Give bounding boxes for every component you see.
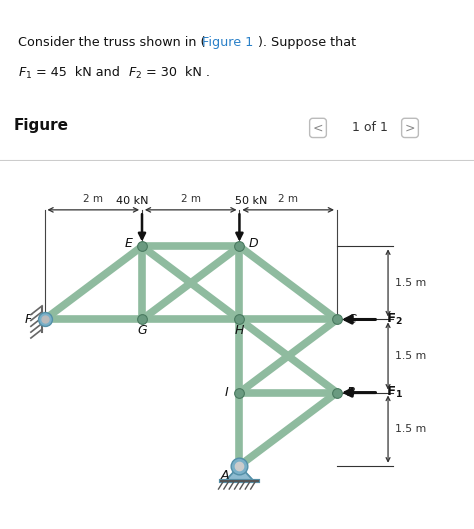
Text: = 45  kN and: = 45 kN and <box>36 66 120 79</box>
Text: 1.5 m: 1.5 m <box>395 424 427 434</box>
Polygon shape <box>226 466 253 480</box>
Text: 1.5 m: 1.5 m <box>395 351 427 361</box>
Text: Figure 1: Figure 1 <box>202 36 253 49</box>
Text: 2 m: 2 m <box>181 194 201 204</box>
Text: $F_2$: $F_2$ <box>128 66 142 81</box>
Text: Consider the truss shown in (: Consider the truss shown in ( <box>18 36 206 49</box>
Text: 1.5 m: 1.5 m <box>395 278 427 288</box>
Text: $\mathbf{F_2}$: $\mathbf{F_2}$ <box>386 312 402 327</box>
Text: 40 kN: 40 kN <box>116 196 148 206</box>
Text: G: G <box>137 324 147 337</box>
Text: F: F <box>25 313 32 326</box>
Text: = 30  kN .: = 30 kN . <box>146 66 210 79</box>
Text: I: I <box>225 386 229 399</box>
Text: D: D <box>248 238 258 250</box>
Text: A: A <box>220 469 229 482</box>
Text: H: H <box>235 324 244 337</box>
Text: C: C <box>347 313 356 326</box>
Text: E: E <box>124 238 132 250</box>
Text: Figure: Figure <box>14 118 69 133</box>
Text: 2 m: 2 m <box>83 194 103 204</box>
Text: >: > <box>405 122 415 134</box>
Text: 2 m: 2 m <box>278 194 298 204</box>
Text: B: B <box>346 386 355 399</box>
Text: ). Suppose that: ). Suppose that <box>258 36 356 49</box>
Text: 50 kN: 50 kN <box>236 196 268 206</box>
Text: <: < <box>313 122 323 134</box>
Text: 1 of 1: 1 of 1 <box>352 122 388 134</box>
Text: $F_1$: $F_1$ <box>18 66 32 81</box>
Text: $\mathbf{F_1}$: $\mathbf{F_1}$ <box>386 385 402 400</box>
